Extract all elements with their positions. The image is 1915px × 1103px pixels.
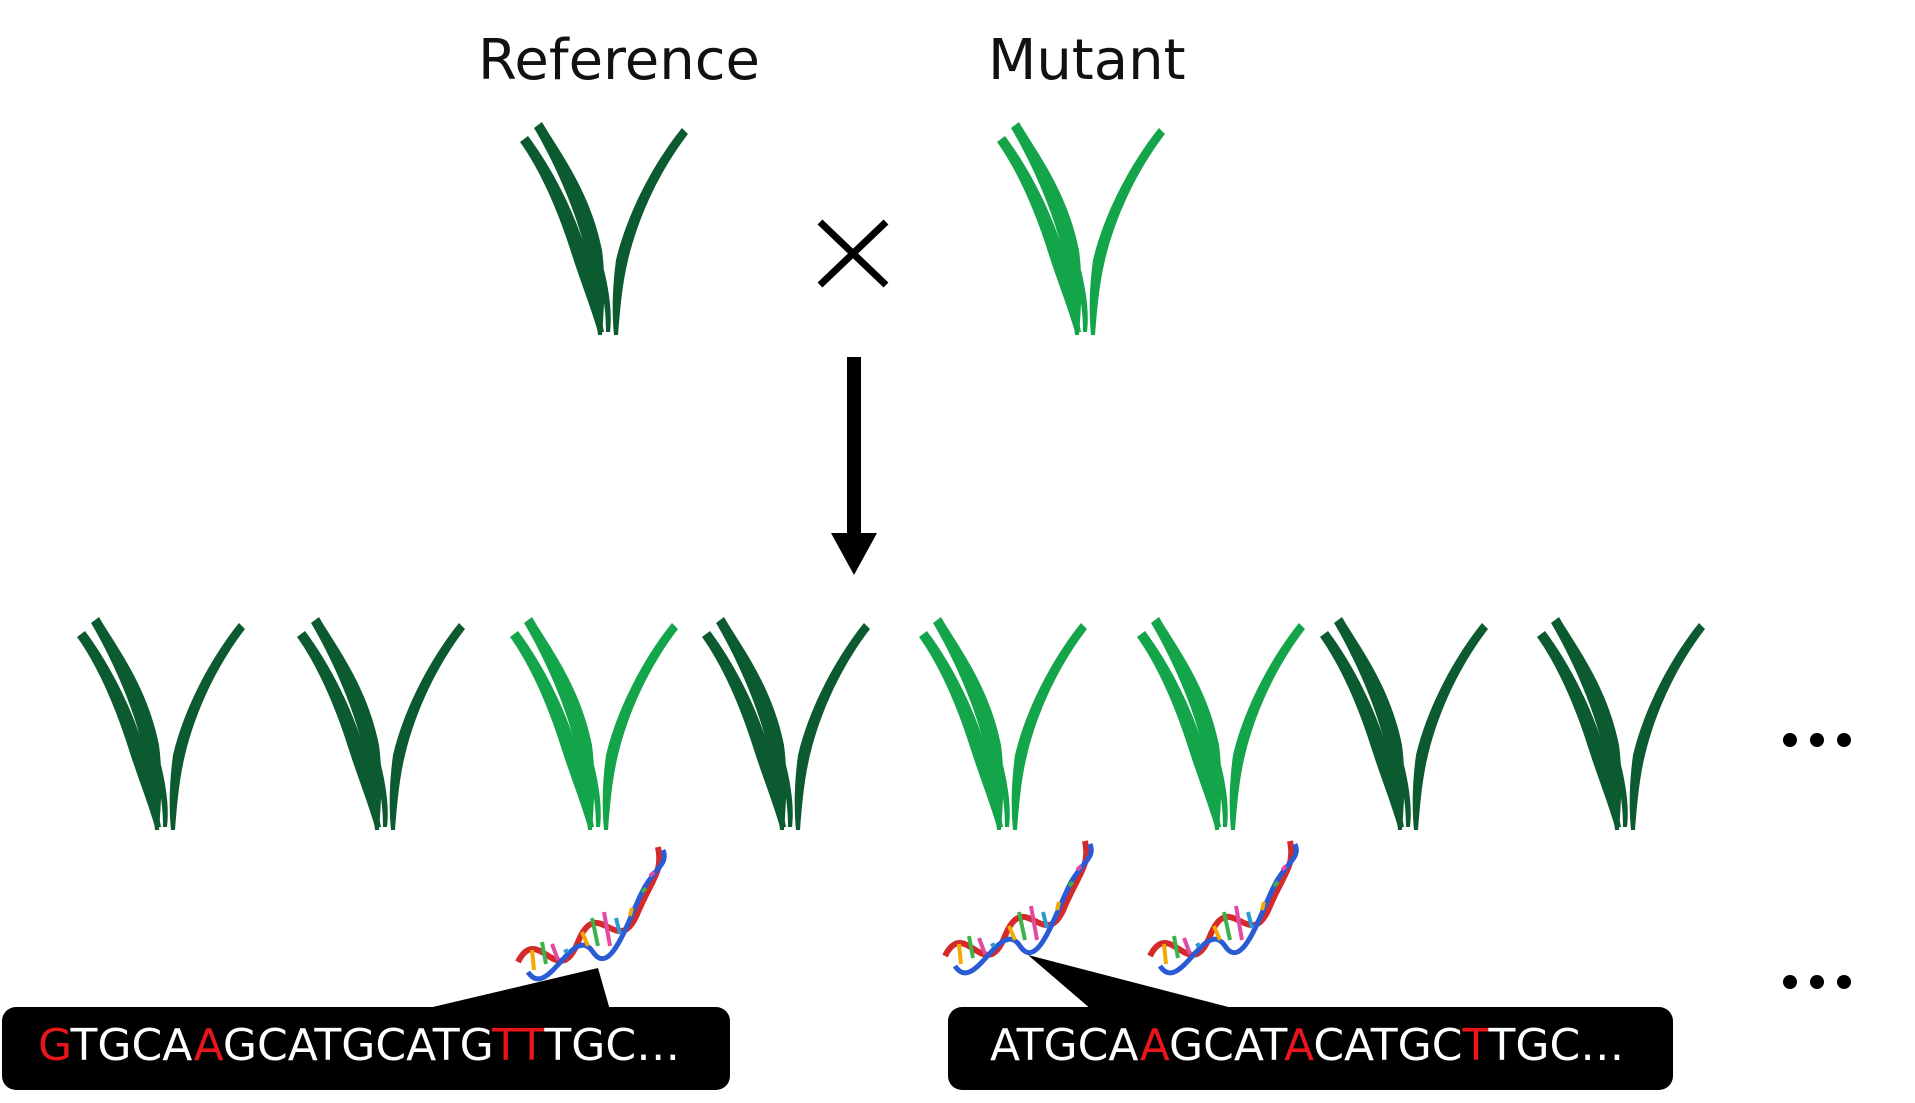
arrow-down-icon <box>831 357 877 575</box>
left-sequence-segment-3: A <box>193 1020 223 1071</box>
offspring-plant-5-light <box>919 617 1087 830</box>
left-sequence-text: GTGCAAGCATGCATGTTTGC… <box>38 1020 680 1071</box>
left-sequence-segment-1: G <box>38 1020 71 1071</box>
dna-helix-icon <box>945 841 1091 973</box>
offspring-plant-3-light <box>510 617 678 830</box>
left-sequence-segment-4: GCATGCATG <box>222 1020 493 1071</box>
mutant-plant <box>997 122 1165 335</box>
left-sequence-segment-5: TT <box>492 1020 545 1071</box>
offspring-plant-6-light <box>1137 617 1305 830</box>
right-sequence-segment-6: T <box>1462 1020 1489 1071</box>
right-sequence-callout <box>948 955 1673 1090</box>
dna-row <box>518 841 1296 979</box>
offspring-plant-4-dark <box>702 617 870 830</box>
offspring-plant-1-dark <box>77 617 245 830</box>
reference-label: Reference <box>478 28 760 93</box>
right-sequence-segment-4: A <box>1284 1020 1314 1071</box>
offspring-plant-8-dark <box>1537 617 1705 830</box>
cross-icon <box>817 219 889 288</box>
right-sequence-segment-3: GCAT <box>1169 1020 1284 1071</box>
left-sequence-segment-2: TGCA <box>70 1020 194 1071</box>
offspring-plant-7-dark <box>1320 617 1488 830</box>
plants-ellipsis <box>1783 733 1851 747</box>
dna-ellipsis <box>1783 975 1851 989</box>
offspring-plant-2-dark <box>297 617 465 830</box>
right-sequence-text: ATGCAAGCATACATGCTTGC… <box>990 1020 1624 1071</box>
mutant-label: Mutant <box>988 28 1186 93</box>
left-sequence-callout <box>2 968 730 1090</box>
right-sequence-segment-5: CATGC <box>1313 1020 1463 1071</box>
offspring-row <box>77 617 1705 830</box>
left-sequence-segment-6: TGC… <box>544 1020 681 1071</box>
right-sequence-segment-2: A <box>1139 1020 1170 1071</box>
reference-plant <box>520 122 688 335</box>
dna-helix-icon <box>1150 841 1296 973</box>
dna-helix-icon <box>518 847 664 979</box>
right-sequence-segment-7: TGC… <box>1488 1020 1625 1071</box>
right-sequence-segment-1: ATGCA <box>990 1020 1140 1071</box>
